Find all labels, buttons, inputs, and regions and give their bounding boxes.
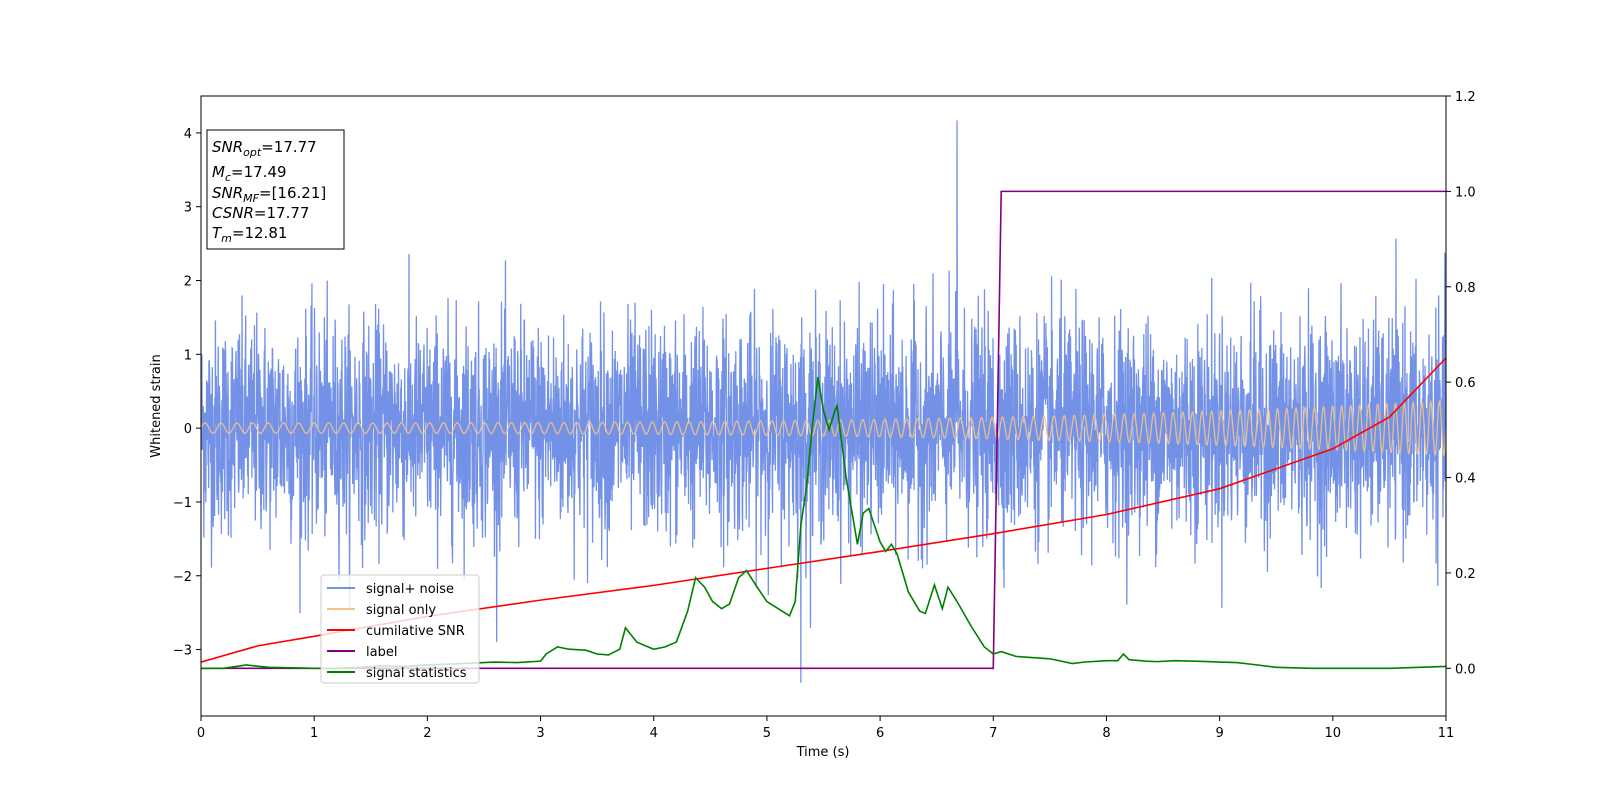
y-right-tick-label: 0.4	[1455, 472, 1476, 487]
x-tick-label: 10	[1325, 726, 1342, 741]
y-tick-label: 3	[184, 201, 192, 216]
y-right-tick-label: 1.0	[1455, 185, 1476, 200]
annotation-line: SNRopt=17.77	[212, 138, 317, 159]
annotation-line: SNRMF=[16.21]	[212, 184, 326, 205]
y-axis-left: −3 −2 −1 0 1 2 3 4	[173, 127, 201, 659]
annotation-box-frame	[206, 129, 345, 250]
y-right-tick-label: 0.8	[1455, 281, 1476, 296]
series-signal-only	[201, 399, 1446, 457]
series-signal-noise	[201, 120, 1446, 683]
annotation-box: SNRopt=17.77 Mc=17.49SNRMF=[16.21]CSNR=17…	[206, 129, 345, 250]
y-tick-label: 0	[184, 422, 192, 437]
y-axis-label: Whitened strain	[149, 354, 164, 457]
y-right-tick-label: 0.6	[1455, 376, 1476, 391]
y-tick-label: 4	[184, 127, 192, 142]
x-tick-label: 7	[989, 726, 997, 741]
legend-label-signal-only: signal only	[366, 603, 436, 618]
y-right-tick-label: 1.2	[1455, 90, 1476, 105]
y-tick-label: −2	[173, 570, 192, 585]
y-right-tick-label: 0.2	[1455, 567, 1476, 582]
x-tick-label: 1	[310, 726, 318, 741]
annotation-line: Mc=17.49	[212, 163, 287, 184]
x-axis-label: Time (s)	[796, 745, 850, 760]
x-tick-label: 11	[1438, 726, 1455, 741]
legend-label-label: label	[366, 645, 397, 660]
y-axis-right: 0.0 0.2 0.4 0.6 0.8 1.0 1.2	[1446, 90, 1476, 677]
x-tick-label: 0	[197, 726, 205, 741]
y-right-tick-label: 0.0	[1455, 662, 1476, 677]
legend-frame	[320, 574, 480, 684]
y-tick-label: −3	[173, 644, 192, 659]
series-signal-statistics	[201, 377, 1446, 670]
y-tick-label: −1	[173, 496, 192, 511]
series-label	[201, 190, 1446, 670]
y-tick-label: 1	[184, 348, 192, 363]
x-tick-label: 2	[423, 726, 431, 741]
legend-label-signal-statistics: signal statistics	[366, 666, 467, 681]
annotation-line: CSNR=17.77	[212, 204, 309, 222]
y-tick-label: 2	[184, 275, 192, 290]
plot-frame	[200, 95, 1447, 717]
x-tick-label: 4	[650, 726, 658, 741]
legend-label-cumilative-snr: cumilative SNR	[366, 624, 465, 639]
x-axis: 0 1 2 3 4 5 6 7 8 9 10 11	[197, 716, 1454, 741]
x-tick-label: 3	[536, 726, 544, 741]
x-tick-label: 5	[763, 726, 771, 741]
x-tick-label: 9	[1215, 726, 1223, 741]
legend-label-signal-noise: signal+ noise	[366, 582, 454, 597]
x-tick-label: 8	[1102, 726, 1110, 741]
legend: signal+ noise signal only cumilative SNR la…	[320, 574, 480, 684]
x-tick-label: 6	[876, 726, 884, 741]
annotation-line: Tm=12.81	[212, 224, 287, 245]
